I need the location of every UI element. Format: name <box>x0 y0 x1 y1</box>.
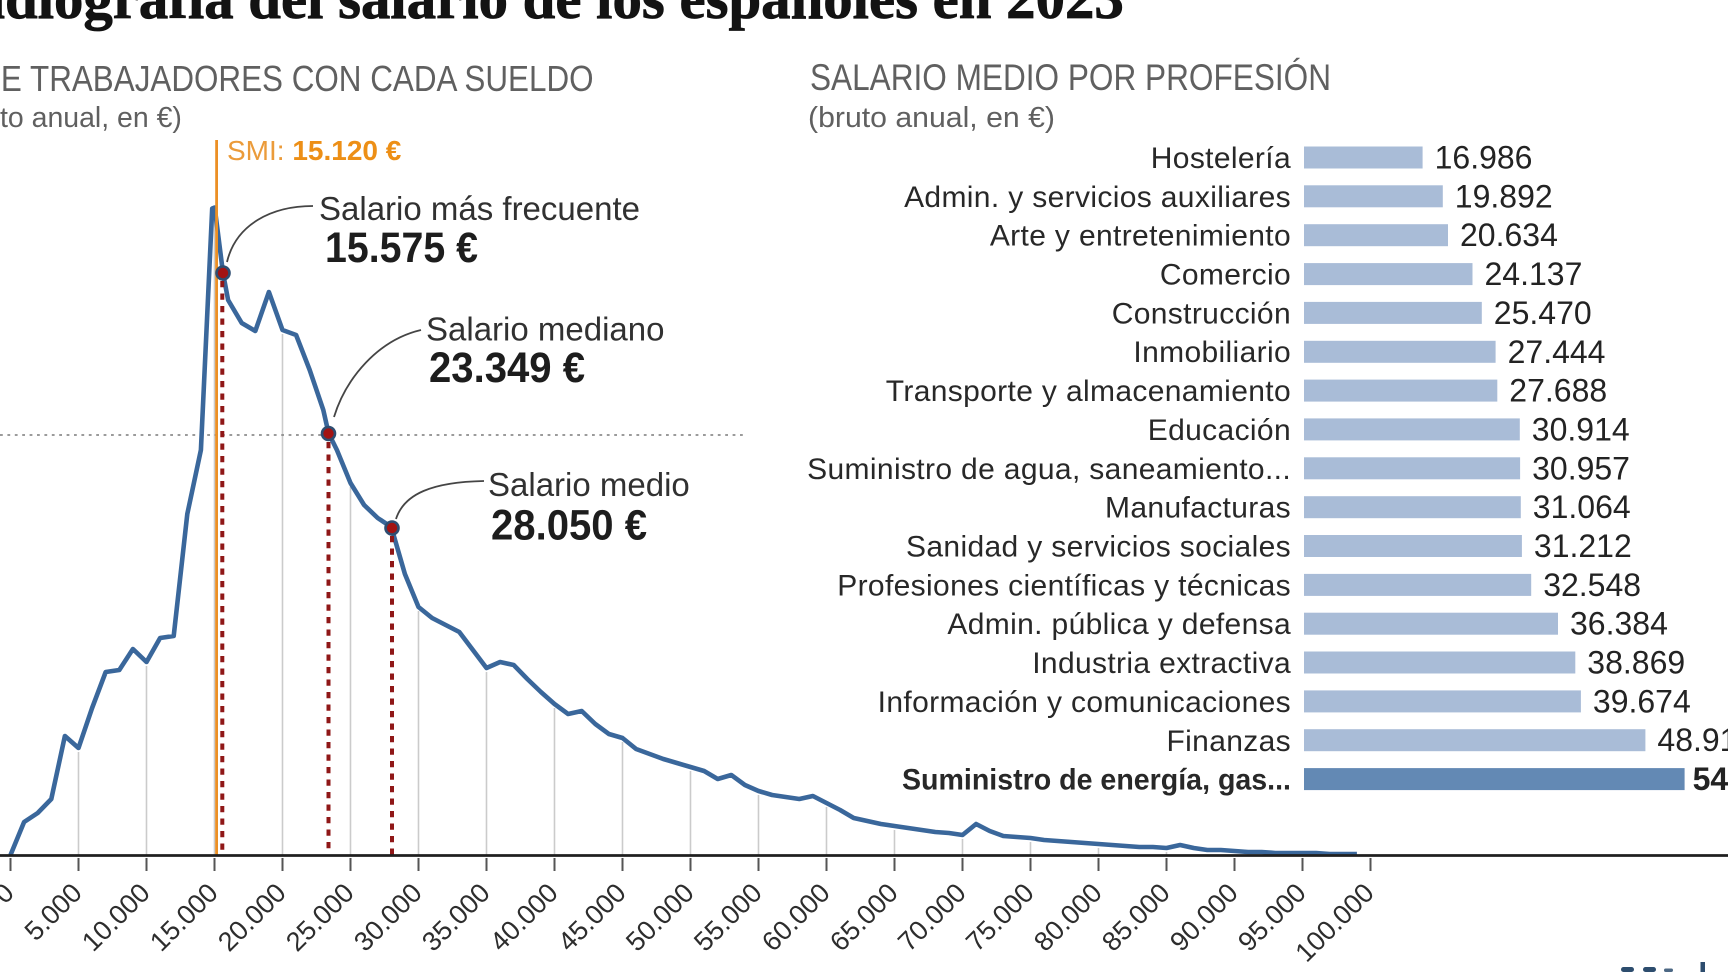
svg-text:36.384: 36.384 <box>1570 606 1668 642</box>
svg-text:25.470: 25.470 <box>1494 295 1592 331</box>
svg-text:32.548: 32.548 <box>1543 567 1641 603</box>
svg-text:Manufacturas: Manufacturas <box>1105 492 1291 525</box>
svg-text:31.064: 31.064 <box>1533 489 1631 525</box>
svg-text:19.892: 19.892 <box>1455 178 1553 214</box>
svg-text:Radiografía del salario de los: Radiografía del salario de los españoles… <box>0 0 1124 31</box>
svg-text:15.575 €: 15.575 € <box>325 224 478 272</box>
svg-text:Suministro de agua, saneamient: Suministro de agua, saneamiento... <box>807 453 1291 486</box>
svg-text:Salario medio: Salario medio <box>488 466 690 503</box>
svg-text:20.634: 20.634 <box>1460 217 1558 253</box>
svg-text:28.050 €: 28.050 € <box>491 502 647 550</box>
svg-text:(bruto anual, en €): (bruto anual, en €) <box>0 102 182 134</box>
svg-text:Salario mediano: Salario mediano <box>426 311 664 348</box>
svg-text:% DE TRABAJADORES CON CADA SUE: % DE TRABAJADORES CON CADA SUELDO <box>0 59 594 99</box>
svg-text:38.869: 38.869 <box>1587 645 1685 681</box>
svg-text:SALARIO MEDIO POR PROFESIÓN: SALARIO MEDIO POR PROFESIÓN <box>810 57 1331 98</box>
svg-text:Información y comunicaciones: Información y comunicaciones <box>878 686 1291 719</box>
svg-text:Admin. y servicios auxiliares: Admin. y servicios auxiliares <box>904 181 1291 214</box>
svg-text:Salario más frecuente: Salario más frecuente <box>319 190 640 227</box>
svg-text:SMI: 15.120 €: SMI: 15.120 € <box>227 135 402 166</box>
svg-text:30.914: 30.914 <box>1532 411 1630 447</box>
svg-text:54.530: 54.530 <box>1693 761 1728 797</box>
svg-text:16.986: 16.986 <box>1435 140 1533 176</box>
svg-text:24.137: 24.137 <box>1485 256 1583 292</box>
svg-text:(bruto anual, en €): (bruto anual, en €) <box>808 102 1055 134</box>
svg-text:27.444: 27.444 <box>1508 334 1606 370</box>
svg-text:30.957: 30.957 <box>1532 450 1630 486</box>
svg-text:Admin. pública y defensa: Admin. pública y defensa <box>947 608 1291 641</box>
svg-text:Comercio: Comercio <box>1160 259 1291 292</box>
svg-text:23.349 €: 23.349 € <box>429 344 585 392</box>
svg-text:27.688: 27.688 <box>1509 373 1607 409</box>
svg-text:48.916: 48.916 <box>1657 722 1728 758</box>
svg-text:Arte y entretenimiento: Arte y entretenimiento <box>990 220 1291 253</box>
svg-text:Hostelería: Hostelería <box>1151 142 1291 175</box>
svg-text:Finanzas: Finanzas <box>1166 725 1291 758</box>
svg-text:Industria extractiva: Industria extractiva <box>1032 647 1291 680</box>
svg-text:Sanidad y servicios sociales: Sanidad y servicios sociales <box>906 531 1291 564</box>
svg-text:Profesiones científicas y técn: Profesiones científicas y técnicas <box>837 569 1291 602</box>
svg-text:Construcción: Construcción <box>1112 297 1291 330</box>
svg-text:Transporte y almacenamiento: Transporte y almacenamiento <box>886 375 1291 408</box>
svg-text:Suministro de energía, gas...: Suministro de energía, gas... <box>902 764 1291 797</box>
svg-text:39.674: 39.674 <box>1593 683 1691 719</box>
svg-text:31.212: 31.212 <box>1534 528 1632 564</box>
svg-text:Inmobiliario: Inmobiliario <box>1133 336 1291 369</box>
svg-text:Educación: Educación <box>1148 414 1291 447</box>
